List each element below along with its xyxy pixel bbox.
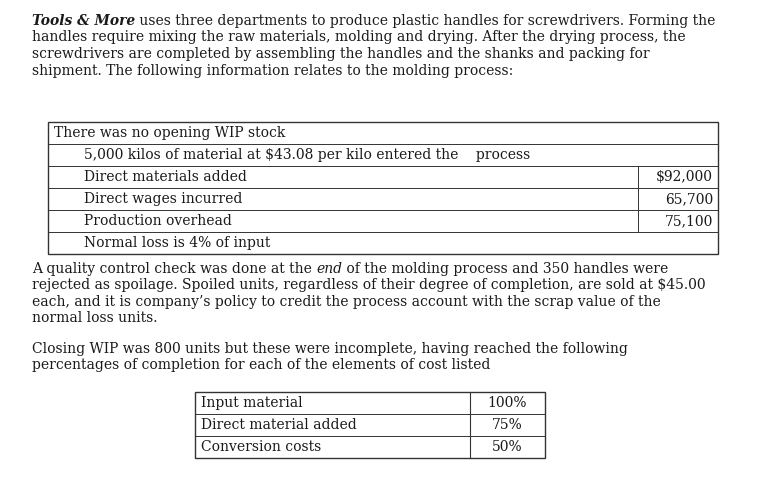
- Text: rejected as spoilage. Spoiled units, regardless of their degree of completion, a: rejected as spoilage. Spoiled units, reg…: [32, 278, 705, 292]
- Text: handles require mixing the raw materials, molding and drying. After the drying p: handles require mixing the raw materials…: [32, 31, 686, 45]
- Text: 75,100: 75,100: [665, 214, 713, 228]
- Text: screwdrivers are completed by assembling the handles and the shanks and packing : screwdrivers are completed by assembling…: [32, 47, 650, 61]
- Text: 5,000 kilos of material at $43.08 per kilo entered the    process: 5,000 kilos of material at $43.08 per ki…: [84, 148, 530, 162]
- Text: 65,700: 65,700: [665, 192, 713, 206]
- Text: 100%: 100%: [488, 396, 527, 410]
- Text: of the molding process and 350 handles were: of the molding process and 350 handles w…: [342, 262, 669, 276]
- Text: percentages of completion for each of the elements of cost listed: percentages of completion for each of th…: [32, 359, 490, 372]
- Bar: [195, 392, 545, 458]
- Text: Conversion costs: Conversion costs: [201, 440, 321, 454]
- Text: 75%: 75%: [492, 418, 523, 432]
- Text: each, and it is company’s policy to credit the process account with the scrap va: each, and it is company’s policy to cred…: [32, 295, 661, 309]
- Text: Direct material added: Direct material added: [201, 418, 357, 432]
- Text: uses three departments to produce plastic handles for screwdrivers. Forming the: uses three departments to produce plasti…: [136, 14, 715, 28]
- Text: Tools & More: Tools & More: [32, 14, 136, 28]
- Text: Direct materials added: Direct materials added: [84, 170, 247, 184]
- Text: Closing WIP was 800 units but these were incomplete, having reached the followin: Closing WIP was 800 units but these were…: [32, 342, 628, 356]
- Text: Input material: Input material: [201, 396, 303, 410]
- Text: Normal loss is 4% of input: Normal loss is 4% of input: [84, 236, 270, 250]
- Text: There was no opening WIP stock: There was no opening WIP stock: [54, 126, 286, 140]
- Text: 50%: 50%: [493, 440, 523, 454]
- Bar: [48, 122, 718, 254]
- Text: $92,000: $92,000: [656, 170, 713, 184]
- Text: Production overhead: Production overhead: [84, 214, 232, 228]
- Text: shipment. The following information relates to the molding process:: shipment. The following information rela…: [32, 63, 513, 77]
- Text: Direct wages incurred: Direct wages incurred: [84, 192, 242, 206]
- Text: normal loss units.: normal loss units.: [32, 312, 158, 325]
- Text: A quality control check was done at the: A quality control check was done at the: [32, 262, 316, 276]
- Text: end: end: [316, 262, 342, 276]
